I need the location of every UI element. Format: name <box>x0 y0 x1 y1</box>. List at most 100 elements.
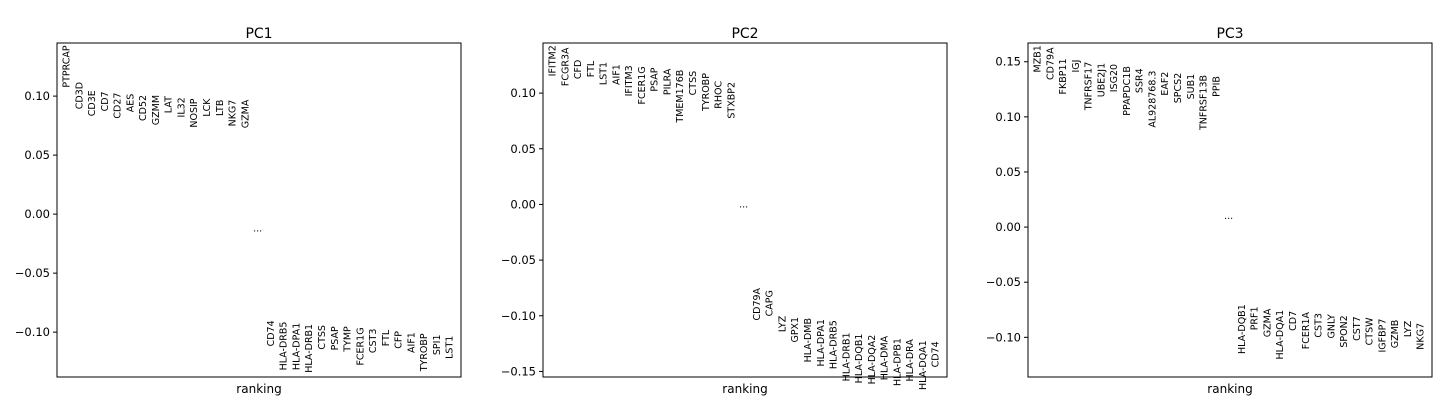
gene-label: NOSIP <box>189 98 200 127</box>
gene-label: CD7 <box>100 91 111 111</box>
gene-label: FCGR3A <box>560 47 571 86</box>
gene-label: SPCS2 <box>1173 73 1184 103</box>
gene-label: PRF1 <box>1250 306 1261 330</box>
y-tick-label: −0.15 <box>501 364 536 378</box>
gene-label: LST1 <box>599 62 610 85</box>
gene-label: CD52 <box>138 95 149 121</box>
gene-label: AL928768.3 <box>1147 71 1158 128</box>
gene-label: GZMM <box>151 95 162 125</box>
gene-label: STXBP2 <box>726 82 737 119</box>
gene-label: HLA-DQB1 <box>1237 304 1248 354</box>
gap-ellipsis: ... <box>1224 211 1233 222</box>
gene-label: CD74 <box>266 320 277 346</box>
gene-label: GZMB <box>1390 320 1401 349</box>
gene-label: UBE2J1 <box>1096 63 1107 97</box>
y-tick-label: 0.05 <box>510 142 536 156</box>
y-tick-label: −0.05 <box>986 275 1021 289</box>
gene-label: CD7 <box>1288 311 1299 331</box>
gap-ellipsis: ... <box>739 199 748 210</box>
gene-label: SPI1 <box>432 335 443 356</box>
gene-label: TNFRSF17 <box>1084 62 1095 112</box>
gene-label: HLA-DQA1 <box>918 340 929 390</box>
gene-label: EAF2 <box>1160 72 1171 96</box>
gene-label: HLA-DQA1 <box>1275 310 1286 360</box>
gene-label: NKG7 <box>228 100 239 127</box>
gene-label: HLA-DRB1 <box>304 324 315 373</box>
gene-label: PILRA <box>662 68 673 95</box>
gene-label: CST3 <box>1314 313 1325 338</box>
gene-label: HLA-DPA1 <box>291 323 302 370</box>
gene-label: GZMA <box>1262 308 1273 337</box>
gene-label: SPON2 <box>1339 315 1350 347</box>
gene-label: CTSS <box>317 325 328 350</box>
gene-label: HLA-DRB5 <box>279 322 290 371</box>
y-tick-label: 0.10 <box>510 86 536 100</box>
gene-label: HLA-DPB1 <box>892 338 903 386</box>
y-tick-label: −0.10 <box>501 309 536 323</box>
gene-label: NKG7 <box>1416 323 1427 350</box>
plot-frame <box>542 42 948 378</box>
gene-label: CST7 <box>1352 316 1363 341</box>
gene-label: PSAP <box>330 326 341 350</box>
gene-label: TYROBP <box>701 73 712 112</box>
gene-label: TNFRSF13B <box>1199 75 1210 131</box>
panel-pc3: PC3 ranking 0.15 0.10 0.05 0.00 −0.05 −0.10 MZ… <box>986 26 1433 396</box>
gene-label: PTPRCAP <box>62 45 73 88</box>
gene-label: HLA-DRA <box>905 339 916 382</box>
y-tick-label: −0.10 <box>986 330 1021 344</box>
y-tick-label: −0.05 <box>501 253 536 267</box>
plot-frame <box>1027 42 1433 378</box>
gene-label: GPX1 <box>790 317 801 343</box>
gene-label: FKBP11 <box>1058 58 1069 94</box>
gene-label: FTL <box>381 329 392 346</box>
gene-label: FCER1A <box>1301 311 1312 349</box>
gene-label: RHOC <box>714 80 725 108</box>
gene-label: CD3E <box>87 90 98 116</box>
gene-label: CD27 <box>113 93 124 119</box>
x-axis-label: ranking <box>722 382 767 396</box>
gene-label: CAPG <box>765 290 776 316</box>
y-tick-label: 0.05 <box>995 165 1021 179</box>
gene-label: LTB <box>215 100 226 116</box>
gene-label: AES <box>125 94 136 113</box>
gene-label: CD3D <box>74 82 85 109</box>
y-tick-label: 0.00 <box>24 207 50 221</box>
gene-label: FTL <box>586 60 597 77</box>
gene-label: IFITM3 <box>624 65 635 96</box>
gene-label: HLA-DPA1 <box>816 319 827 366</box>
gene-label: ISG20 <box>1109 64 1120 92</box>
y-tick-label: 0.00 <box>995 220 1021 234</box>
panel-pc2: PC2 ranking 0.10 0.05 0.00 −0.05 −0.10 −0.15 I… <box>501 26 948 396</box>
gap-ellipsis: ... <box>253 223 262 234</box>
gene-label: HLA-DMB <box>803 318 814 362</box>
panel-pc1: PC1 ranking 0.10 0.05 0.00 −0.05 −0.10 PTPRCA… <box>15 26 462 396</box>
x-axis-label: ranking <box>1207 382 1252 396</box>
y-tick-label: 0.00 <box>510 197 536 211</box>
gene-label: LAT <box>164 96 175 113</box>
gene-label: TYROBP <box>419 333 430 372</box>
gene-label: IGFBP7 <box>1377 319 1388 353</box>
gene-label: HLA-DRB5 <box>829 320 840 369</box>
gene-label: CD79A <box>752 287 763 320</box>
gene-label: LCK <box>202 98 213 117</box>
gene-label: IL32 <box>176 97 187 117</box>
gene-label: TYMP <box>343 326 354 353</box>
y-tick-label: 0.15 <box>995 55 1021 69</box>
gene-label: HLA-DRB1 <box>841 332 852 381</box>
gene-label: SSR4 <box>1135 68 1146 93</box>
gene-label: LYZ <box>1403 320 1414 337</box>
gene-label: AIF1 <box>406 332 417 353</box>
gene-label: FCER1G <box>355 327 366 365</box>
gene-label: TMEM176B <box>675 70 686 124</box>
gene-label: FCER1G <box>637 66 648 104</box>
gene-label: HLA-DQB1 <box>854 334 865 384</box>
gene-label: IGJ <box>1071 60 1082 73</box>
gene-label: GZMA <box>240 99 251 128</box>
gene-label: CST3 <box>368 329 379 354</box>
plot-frame <box>56 42 462 378</box>
gene-label: HLA-DQA2 <box>867 335 878 385</box>
gene-label: CD79A <box>1045 47 1056 80</box>
gene-label: PPAPDC1B <box>1122 66 1133 116</box>
y-tick-label: 0.10 <box>24 89 50 103</box>
